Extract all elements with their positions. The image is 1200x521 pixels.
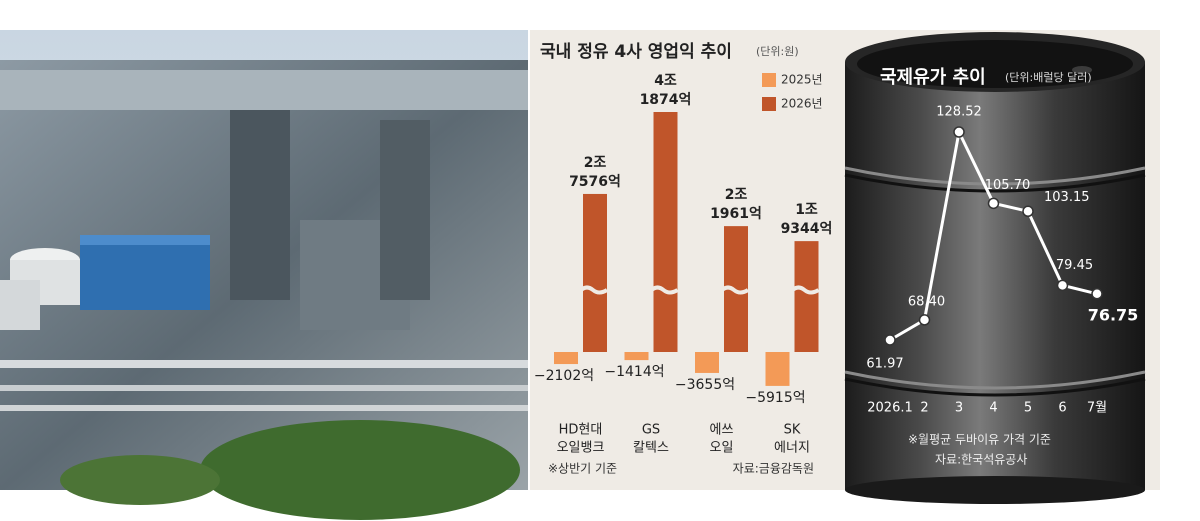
legend-label: 2026년 bbox=[781, 97, 823, 111]
value-label: 103.15 bbox=[1044, 190, 1090, 205]
photo-trees bbox=[60, 455, 220, 505]
value-label: −5915억 bbox=[745, 390, 805, 406]
photo-blue-roof bbox=[80, 235, 210, 245]
x-tick-label: 4 bbox=[989, 401, 997, 416]
point bbox=[1022, 205, 1034, 218]
axis-break bbox=[650, 285, 679, 295]
barrel-rib bbox=[844, 370, 1146, 390]
bar bbox=[695, 352, 719, 373]
x-tick-label: 3 bbox=[955, 401, 963, 416]
x-tick-label: 5 bbox=[1024, 401, 1032, 416]
x-tick-label: 에너지 bbox=[774, 441, 810, 456]
x-tick-label: 오일 bbox=[710, 441, 734, 456]
line-chart-note: ※월평균 두바이유 가격 기준 bbox=[908, 433, 1051, 447]
line-chart-title: 국제유가 추이 bbox=[880, 67, 986, 88]
barrel-rib bbox=[844, 173, 1146, 193]
value-label: 1조 bbox=[795, 202, 818, 218]
photo-pipe bbox=[0, 360, 528, 368]
value-label: 79.45 bbox=[1056, 258, 1093, 273]
photo-blue-building bbox=[80, 240, 210, 310]
point bbox=[953, 126, 965, 138]
line-chart-source: 자료:한국석유공사 bbox=[935, 453, 1027, 467]
x-tick-label: 오일뱅크 bbox=[557, 441, 605, 456]
value-label: 76.75 bbox=[1088, 305, 1139, 324]
axis-break bbox=[791, 285, 820, 295]
barrel-top bbox=[857, 40, 1133, 88]
barrel-rib bbox=[844, 166, 1146, 186]
bar-chart-note: ※상반기 기준 bbox=[548, 462, 617, 476]
barrel-body bbox=[845, 62, 1145, 490]
axis-break bbox=[720, 285, 750, 295]
x-tick-label: GS bbox=[642, 423, 660, 438]
oil-barrel bbox=[844, 32, 1146, 504]
value-label: 105.70 bbox=[985, 178, 1031, 193]
value-label: −2102억 bbox=[534, 368, 594, 384]
bar-chart-unit: (단위:원) bbox=[756, 45, 799, 58]
point bbox=[1091, 288, 1103, 300]
photo-pipe bbox=[0, 405, 528, 411]
x-tick-label: 칼텍스 bbox=[633, 441, 669, 456]
bar bbox=[583, 193, 607, 352]
value-label: −3655억 bbox=[675, 377, 735, 393]
x-tick-label: 7월 bbox=[1087, 401, 1107, 416]
x-tick-label: SK bbox=[784, 423, 801, 438]
value-label: 1874억 bbox=[640, 92, 692, 108]
photo-structure bbox=[380, 120, 430, 300]
photo-structure bbox=[230, 110, 290, 300]
point bbox=[1056, 279, 1069, 292]
line-chart-unit: (단위:배럴당 달러) bbox=[1005, 71, 1092, 84]
value-label: −1414억 bbox=[604, 364, 664, 380]
value-label: 4조 bbox=[654, 73, 677, 89]
point bbox=[918, 314, 931, 326]
bar-chart-title: 국내 정유 4사 영업익 추이 bbox=[540, 42, 732, 62]
bar bbox=[653, 112, 678, 352]
refinery-photo bbox=[0, 30, 528, 520]
value-label: 2조 bbox=[725, 187, 748, 203]
legend-label: 2025년 bbox=[781, 73, 823, 87]
bar-chart-source: 자료:금융감독원 bbox=[733, 462, 814, 476]
barrel-cap bbox=[1072, 66, 1092, 74]
value-label: 68.40 bbox=[908, 294, 945, 309]
value-label: 128.52 bbox=[936, 105, 982, 120]
value-label: 7576억 bbox=[569, 174, 621, 190]
legend-swatch bbox=[762, 97, 776, 111]
point bbox=[884, 334, 896, 346]
photo-tank bbox=[0, 280, 40, 330]
bar bbox=[624, 352, 649, 361]
barrel-rib bbox=[844, 377, 1146, 397]
legend-swatch bbox=[762, 73, 776, 87]
photo-far-plant bbox=[0, 70, 528, 110]
axis-break bbox=[579, 285, 609, 295]
x-tick-label: 에쓰 bbox=[710, 423, 734, 438]
x-tick-label: HD현대 bbox=[559, 423, 603, 438]
x-tick-label: 2 bbox=[920, 401, 928, 416]
value-label: 9344억 bbox=[781, 221, 833, 237]
bar bbox=[554, 352, 578, 365]
value-label: 61.97 bbox=[866, 357, 903, 372]
x-tick-label: 6 bbox=[1058, 401, 1066, 416]
photo-pipe bbox=[0, 385, 528, 391]
x-tick-label: 2026.1 bbox=[867, 401, 913, 416]
bar bbox=[794, 241, 819, 352]
point bbox=[987, 197, 1000, 210]
photo-trees bbox=[200, 420, 520, 520]
barrel-bottom bbox=[845, 476, 1145, 504]
value-label: 2조 bbox=[584, 155, 607, 171]
value-label: 1961억 bbox=[710, 206, 762, 222]
bar bbox=[765, 352, 790, 386]
